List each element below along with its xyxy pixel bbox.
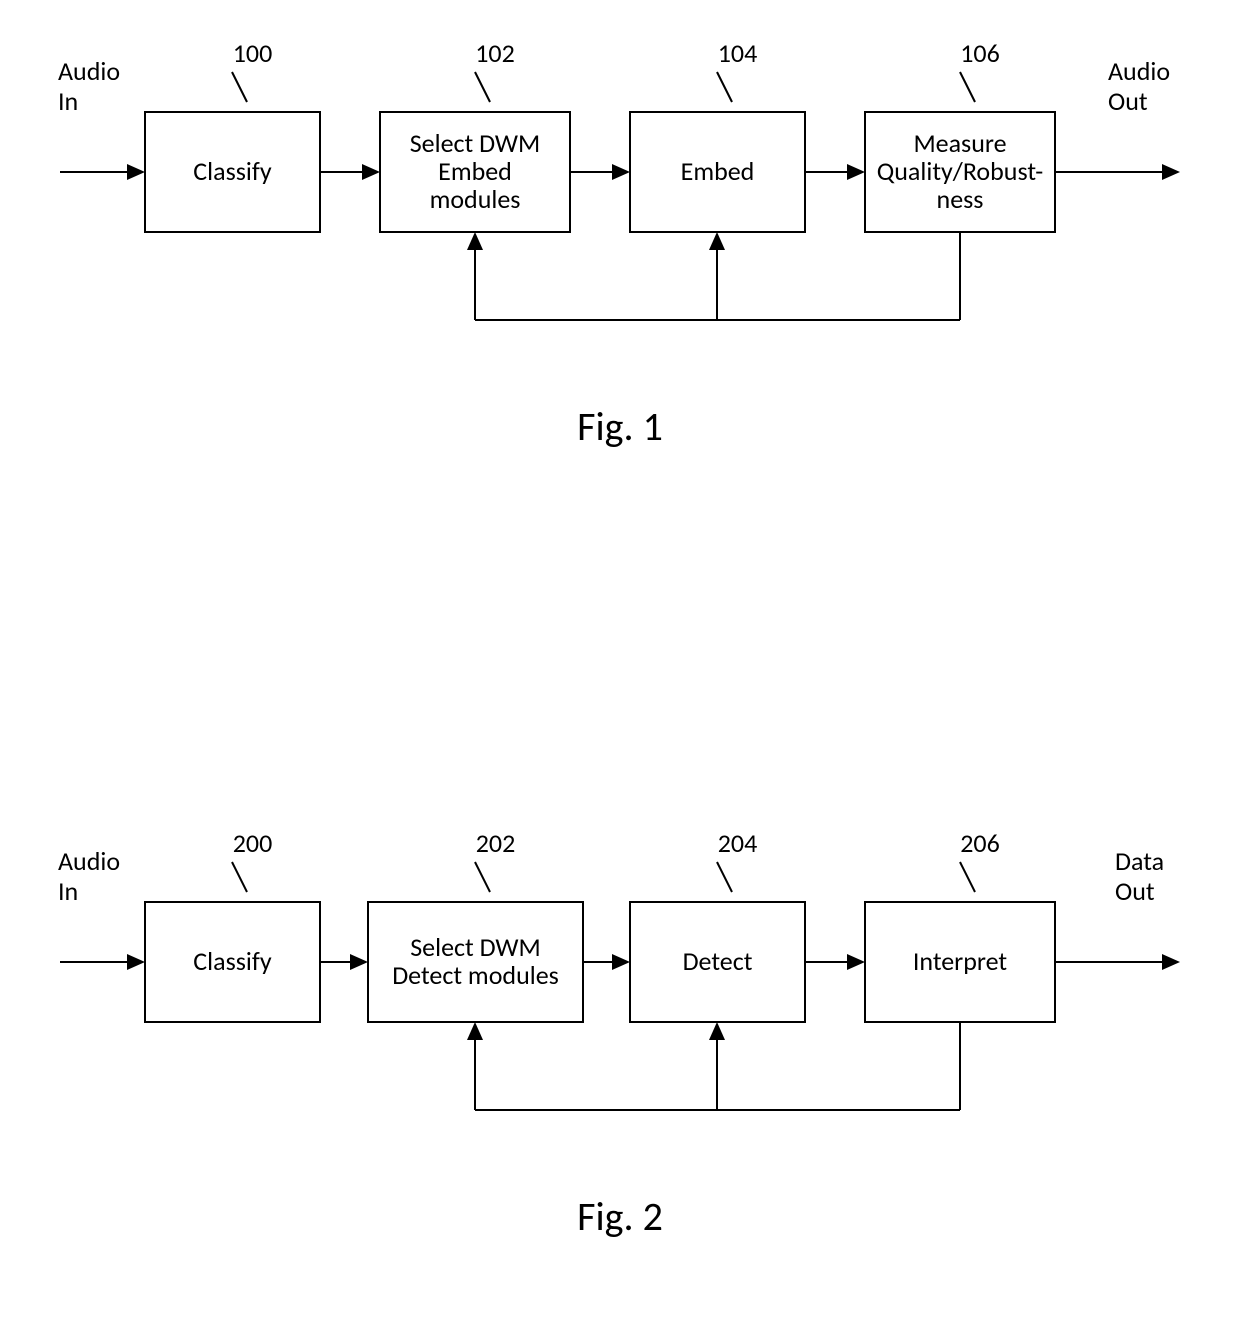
ref-num-102: 102 bbox=[475, 37, 515, 69]
arrowhead bbox=[709, 232, 725, 250]
ref-num-100: 100 bbox=[233, 37, 273, 69]
input-label: Audio bbox=[58, 845, 120, 877]
arrowhead bbox=[847, 164, 865, 180]
block-100-label: Classify bbox=[193, 155, 272, 187]
ref-num-106: 106 bbox=[960, 37, 1000, 69]
block-202-label: Detect modules bbox=[392, 959, 559, 991]
block-106-label: ness bbox=[937, 183, 984, 215]
arrowhead bbox=[350, 954, 368, 970]
output-label: Out bbox=[1108, 85, 1148, 117]
arrowhead bbox=[1162, 954, 1180, 970]
block-102-label: modules bbox=[430, 183, 521, 215]
output-label: Data bbox=[1115, 845, 1164, 877]
output-label: Out bbox=[1115, 875, 1155, 907]
arrowhead bbox=[467, 1022, 483, 1040]
ref-num-206: 206 bbox=[960, 827, 1000, 859]
arrowhead bbox=[847, 954, 865, 970]
ref-num-202: 202 bbox=[476, 827, 516, 859]
ref-tick bbox=[717, 862, 732, 892]
input-label: In bbox=[58, 85, 78, 117]
block-104-label: Embed bbox=[681, 155, 755, 187]
block-200-label: Classify bbox=[193, 945, 272, 977]
ref-num-204: 204 bbox=[718, 827, 758, 859]
arrowhead bbox=[127, 164, 145, 180]
arrowhead bbox=[709, 1022, 725, 1040]
arrowhead bbox=[612, 954, 630, 970]
block-206-label: Interpret bbox=[913, 945, 1008, 977]
diagram-canvas: AudioInAudioOutClassify100Select DWMEmbe… bbox=[0, 0, 1240, 1340]
figure-caption: Fig. 2 bbox=[577, 1192, 663, 1241]
ref-tick bbox=[475, 72, 490, 102]
block-204-label: Detect bbox=[683, 945, 753, 977]
ref-tick bbox=[960, 72, 975, 102]
input-label: Audio bbox=[58, 55, 120, 87]
output-label: Audio bbox=[1108, 55, 1170, 87]
figure-caption: Fig. 1 bbox=[577, 402, 663, 451]
arrowhead bbox=[362, 164, 380, 180]
ref-num-104: 104 bbox=[718, 37, 758, 69]
arrowhead bbox=[1162, 164, 1180, 180]
arrowhead bbox=[467, 232, 483, 250]
ref-tick bbox=[717, 72, 732, 102]
arrowhead bbox=[127, 954, 145, 970]
ref-tick bbox=[960, 862, 975, 892]
ref-tick bbox=[232, 72, 247, 102]
ref-tick bbox=[232, 862, 247, 892]
ref-num-200: 200 bbox=[233, 827, 273, 859]
ref-tick bbox=[475, 862, 490, 892]
input-label: In bbox=[58, 875, 78, 907]
arrowhead bbox=[612, 164, 630, 180]
